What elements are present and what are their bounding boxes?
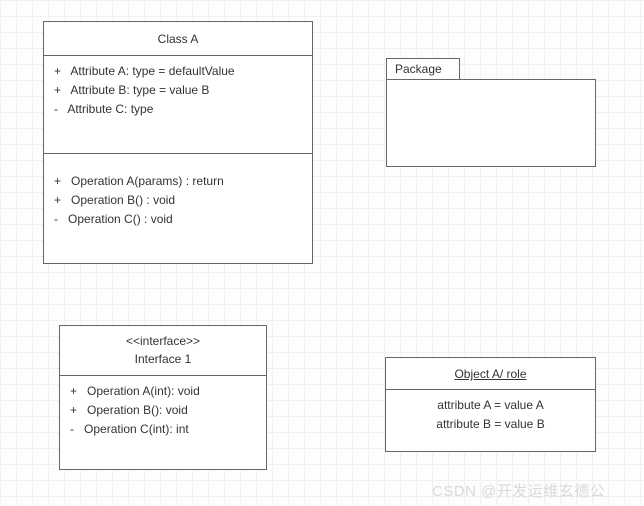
class-op-row: + Operation A(params) : return [54, 172, 302, 191]
object-slot-row: attribute B = value B [396, 415, 585, 434]
class-attr-row: + Attribute B: type = value B [54, 81, 302, 100]
object-a-title-section: Object A/ role [386, 358, 595, 390]
package-label: Package [395, 62, 442, 76]
interface-op-row: + Operation B(): void [70, 401, 256, 420]
class-a-title-section: Class A [44, 22, 312, 56]
object-a-box: Object A/ role attribute A = value A att… [385, 357, 596, 452]
interface-1-box: <<interface>> Interface 1 + Operation A(… [59, 325, 267, 470]
object-a-title: Object A/ role [454, 367, 526, 381]
object-a-slots: attribute A = value A attribute B = valu… [386, 390, 595, 440]
package-tab: Package [386, 58, 460, 80]
watermark-text: CSDN @开发运维玄德公 [432, 480, 605, 501]
class-attr-row: + Attribute A: type = defaultValue [54, 62, 302, 81]
interface-op-row: - Operation C(int): int [70, 420, 256, 439]
class-op-row: - Operation C() : void [54, 210, 302, 229]
class-a-box: Class A + Attribute A: type = defaultVal… [43, 21, 313, 264]
class-attr-row: - Attribute C: type [54, 100, 302, 119]
interface-1-header: <<interface>> Interface 1 [60, 326, 266, 376]
object-slot-row: attribute A = value A [396, 396, 585, 415]
package-body [386, 79, 596, 167]
class-a-operations: + Operation A(params) : return + Operati… [44, 154, 312, 236]
interface-1-operations: + Operation A(int): void + Operation B()… [60, 376, 266, 446]
class-op-row: + Operation B() : void [54, 191, 302, 210]
interface-op-row: + Operation A(int): void [70, 382, 256, 401]
class-a-title: Class A [158, 32, 199, 46]
class-a-attributes: + Attribute A: type = defaultValue + Att… [44, 56, 312, 154]
interface-stereotype: <<interface>> [70, 332, 256, 350]
interface-title: Interface 1 [70, 350, 256, 368]
